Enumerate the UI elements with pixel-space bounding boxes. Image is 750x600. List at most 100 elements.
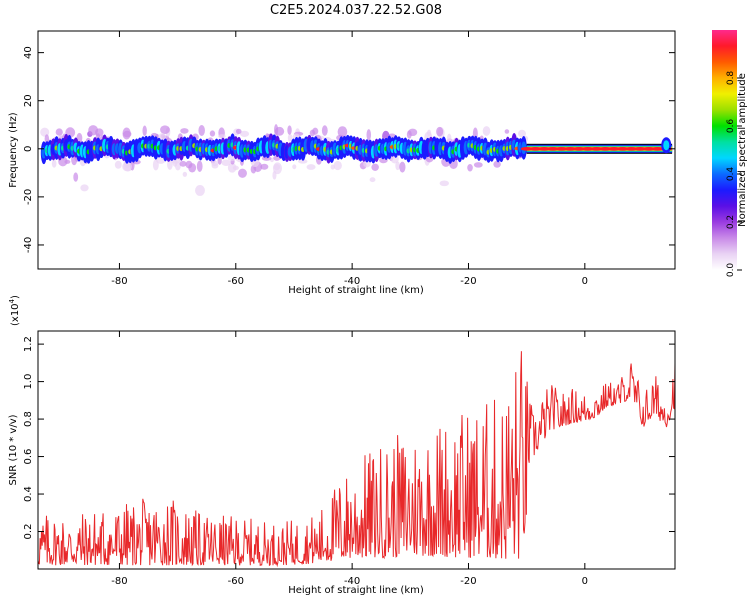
spectrogram-cell: [564, 146, 577, 151]
spectrogram-cell: [287, 125, 292, 135]
spectrogram-cell: [142, 125, 147, 137]
snr-x-tick-label: -20: [460, 576, 476, 587]
spectrogram-cell: [599, 146, 612, 151]
spectrogram-cell: [44, 134, 50, 144]
spectrogram-cell: [363, 160, 371, 168]
snr-x-tick-label: -60: [228, 576, 244, 587]
spectrogram-cell: [436, 126, 444, 137]
spectrogram-cell: [287, 134, 293, 142]
spectrogram-cell: [185, 160, 193, 169]
spectrogram-cell: [482, 126, 491, 136]
spectrogram-cell: [321, 125, 328, 136]
snr-series-line: [38, 351, 675, 568]
colorbar-ticks: 0.0 0.2 0.4 0.6 0.8: [726, 71, 742, 278]
spectrogram-cell: [65, 127, 76, 138]
spectrogram-cell: [616, 146, 629, 151]
spectrogram-cell: [634, 146, 647, 151]
spectrogram-frame: [37, 30, 676, 270]
spectrogram-cell: [663, 140, 670, 151]
spectrogram-cell: [55, 128, 63, 136]
snr-y-label: SNR (10 * v/v): [8, 414, 19, 485]
spectrogram-cell: [292, 133, 300, 140]
snr-x-tick-label: -80: [111, 576, 127, 587]
spectrogram-cell: [160, 125, 170, 135]
spectrogram-cell: [232, 165, 239, 171]
spectrogram-y-label: Frequency (Hz): [8, 112, 19, 188]
spectrogram-cell: [297, 159, 308, 164]
spectrogram-x-label: Height of straight line (km): [288, 285, 424, 296]
spectrogram-x-tick-label: -80: [111, 276, 127, 287]
spectrogram-x-axis: -80 -60 -40 -20 0: [111, 31, 588, 287]
spectrogram-cell: [399, 161, 406, 173]
spectrogram-cell: [493, 160, 501, 168]
spectrogram-cell: [439, 180, 449, 187]
spectrogram-cell: [180, 128, 189, 134]
spectrogram-cell: [467, 164, 473, 172]
spectrogram-x-tick-label: 0: [582, 276, 588, 287]
spectrogram-cell: [179, 160, 187, 167]
spectrogram-x-tick-label: -60: [228, 276, 244, 287]
spectrogram-cell: [51, 159, 57, 168]
spectrogram-cell: [555, 146, 568, 151]
spectrogram-cell: [427, 129, 432, 137]
colorbar: 0.0 0.2 0.4 0.6 0.8 Normalized spectral ampl…: [712, 30, 748, 277]
snr-x-label: Height of straight line (km): [288, 585, 424, 596]
spectrogram-cell: [218, 134, 226, 139]
snr-multiplier-exponent: 4: [8, 298, 16, 303]
spectrogram-cell: [408, 128, 418, 137]
spectrogram-cell: [312, 127, 319, 135]
spectrogram-cell: [239, 130, 250, 137]
svg-text:(x104): (x104): [8, 295, 21, 326]
spectrogram-cell: [196, 160, 203, 172]
snr-y-multiplier: (x104): [8, 295, 21, 326]
spectrogram-panel: -80 -60 -40 -20 0 -40 -20 0 20 40 Height of stra…: [8, 30, 676, 296]
spectrogram-cell: [366, 129, 372, 141]
spectrogram-x-tick-label: -40: [344, 276, 360, 287]
snr-y-tick-label: 0.2: [23, 524, 34, 540]
spectrogram-cell: [235, 128, 242, 134]
colorbar-label: Normalized spectral amplitude: [737, 73, 748, 227]
spectrogram-cell: [122, 161, 133, 172]
spectrogram-cell: [504, 129, 510, 134]
spectrogram-y-tick-label: 20: [23, 94, 34, 107]
spectrogram-cell: [590, 146, 603, 151]
colorbar-tick-label: 0.8: [726, 71, 736, 86]
spectrogram-cell: [546, 146, 559, 151]
spectrogram-cell: [227, 162, 237, 173]
spectrogram-cell: [538, 146, 551, 151]
spectrogram-cell: [517, 129, 527, 138]
spectrogram-cells: [40, 124, 673, 196]
spectrogram-cell: [520, 146, 533, 151]
spectrogram-cell: [211, 160, 219, 167]
spectrogram-y-tick-label: 40: [23, 46, 34, 59]
snr-y-tick-label: 0.4: [23, 486, 34, 502]
spectrogram-cell: [273, 163, 281, 171]
spectrogram-cell: [250, 165, 257, 174]
spectrogram-cell: [209, 130, 216, 137]
snr-y-axis: 0.2 0.4 0.6 0.8 1.0 1.2: [23, 336, 675, 539]
spectrogram-cell: [337, 126, 348, 138]
spectrogram-cell: [573, 146, 586, 151]
spectrogram-cell: [625, 146, 638, 151]
colorbar-tick-label: 0.0: [726, 263, 736, 278]
snr-y-tick-label: 0.8: [23, 411, 34, 427]
spectrogram-cell: [80, 184, 89, 192]
spectrogram-cell: [198, 124, 205, 136]
spectrogram-cell: [371, 163, 379, 171]
spectrogram-cell: [260, 163, 269, 170]
snr-multiplier-base: (x10: [10, 303, 21, 326]
colorbar-tick-label: 0.6: [726, 119, 736, 134]
spectrogram-cell: [238, 168, 247, 178]
spectrogram-cell: [292, 164, 297, 170]
spectrogram-cell: [529, 146, 542, 151]
spectrogram-cell: [274, 124, 279, 136]
spectrogram-cell: [395, 161, 400, 171]
snr-y-tick-label: 0.6: [23, 449, 34, 465]
spectrogram-cell: [306, 164, 316, 170]
figure-title: C2E5.2024.037.22.52.G08: [270, 3, 442, 18]
spectrogram-y-tick-label: -40: [23, 237, 34, 253]
spectrogram-cell: [122, 127, 131, 140]
spectrogram-cell: [114, 160, 122, 169]
spectrogram-cell: [273, 155, 281, 161]
